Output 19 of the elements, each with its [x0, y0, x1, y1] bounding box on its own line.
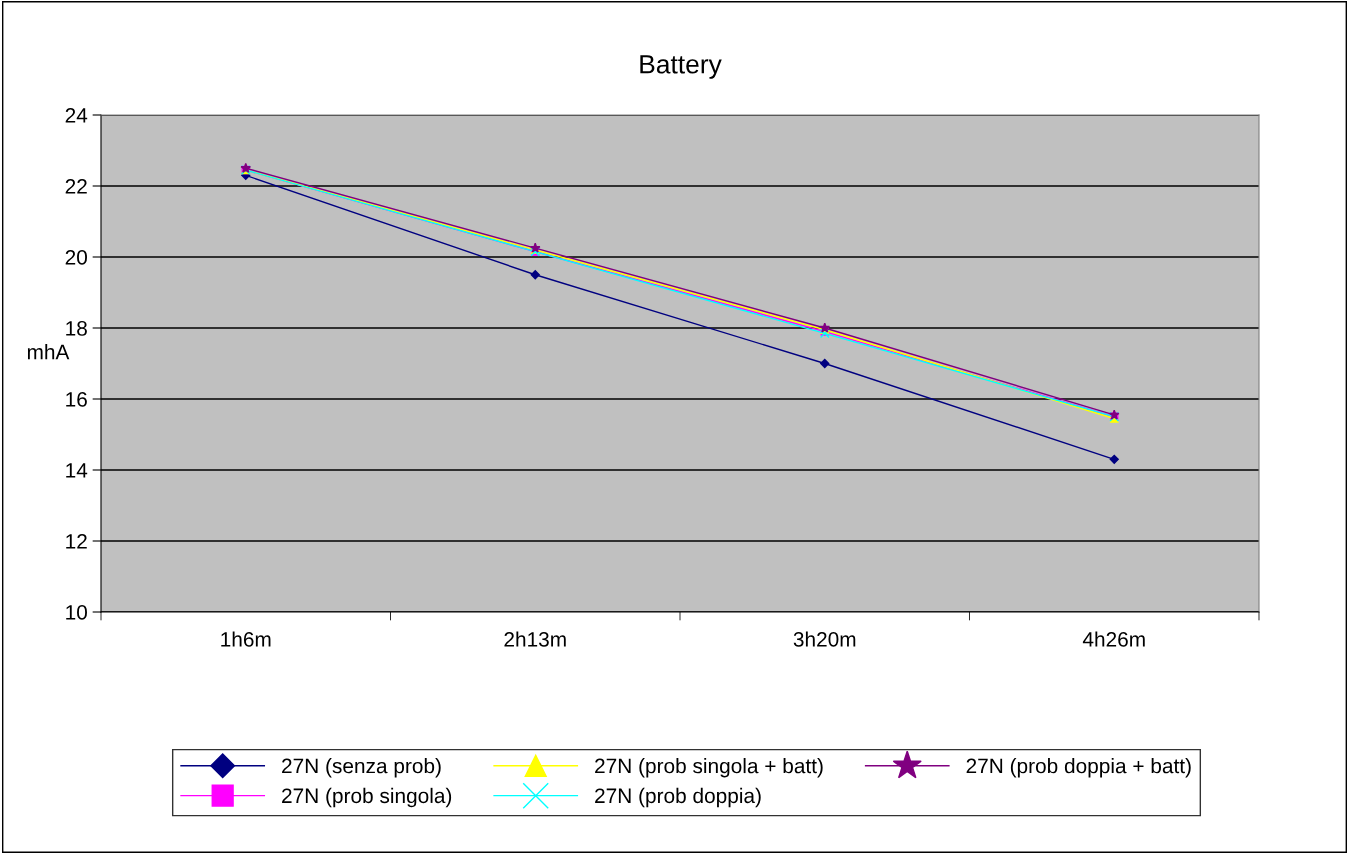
legend-label: 27N (senza prob) [282, 757, 441, 778]
y-tick-label: 18 [66, 321, 87, 336]
y-tick-label: 24 [65, 108, 88, 123]
y-tick-label: 14 [66, 463, 88, 478]
y-tick-label: 20 [65, 250, 87, 265]
x-tick-label: 2h13m [504, 631, 566, 647]
x-tick-label: 3h20m [793, 631, 856, 647]
legend-label: 27N (prob singola) [282, 787, 452, 808]
chart-title: Battery [640, 55, 722, 79]
x-tick-label: 4h26m [1082, 631, 1145, 647]
y-tick-label: 16 [66, 392, 87, 407]
y-tick-label: 12 [66, 534, 87, 549]
y-tick-label: 22 [65, 179, 87, 194]
y-axis-title: mhA [27, 344, 70, 360]
legend-label: 27N (prob singola + batt) [595, 757, 823, 778]
x-tick-label: 1h6m [221, 631, 271, 647]
legend-label: 27N (prob doppia + batt) [966, 757, 1191, 778]
legend-label: 27N (prob doppia) [595, 787, 761, 808]
y-tick-label: 10 [66, 605, 87, 620]
